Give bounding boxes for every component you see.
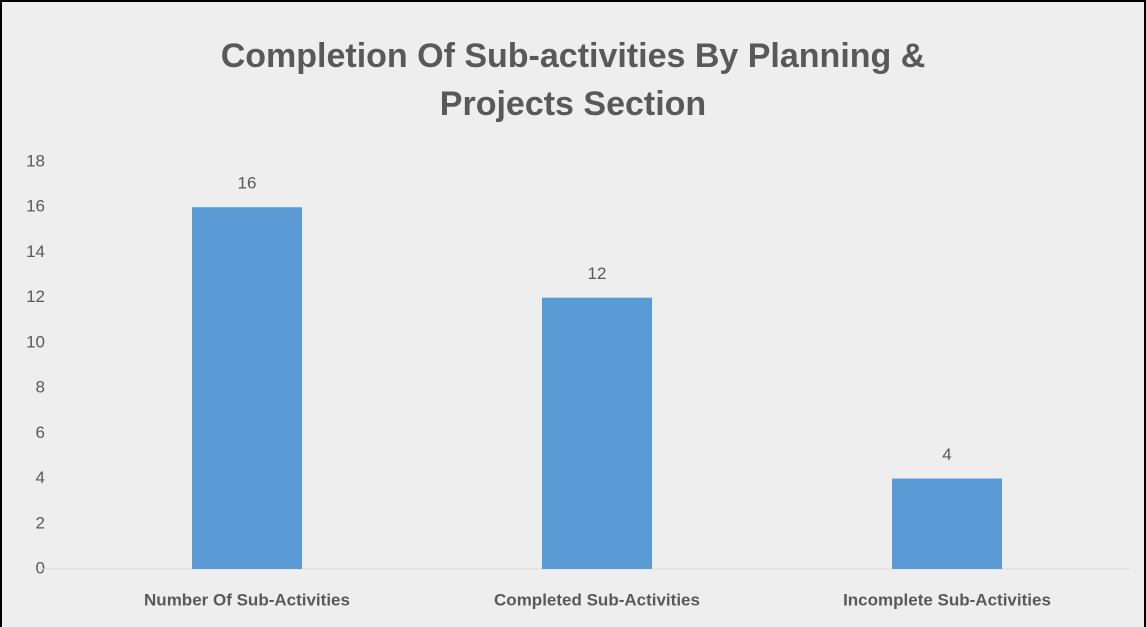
y-tick-label: 2 <box>36 513 45 532</box>
y-tick-label: 16 <box>26 197 45 216</box>
y-tick-label: 12 <box>26 287 45 306</box>
data-label: 12 <box>588 264 607 283</box>
y-tick-label: 4 <box>36 468 45 487</box>
chart-title: Projects Section <box>440 85 706 123</box>
data-label: 4 <box>942 445 951 464</box>
chart-title: Completion Of Sub-activities By Planning… <box>221 37 926 75</box>
y-tick-label: 10 <box>26 332 45 351</box>
y-tick-label: 6 <box>36 423 45 442</box>
x-tick-label: Completed Sub-Activities <box>494 590 700 609</box>
bar <box>892 478 1002 569</box>
data-label: 16 <box>238 174 257 193</box>
x-tick-label: Number Of Sub-Activities <box>144 590 350 609</box>
x-tick-label: Incomplete Sub-Activities <box>843 590 1051 609</box>
y-tick-label: 0 <box>36 558 45 577</box>
y-tick-label: 18 <box>26 151 45 170</box>
y-tick-label: 8 <box>36 378 45 397</box>
bar <box>192 207 302 569</box>
bar <box>542 297 652 569</box>
y-tick-label: 14 <box>26 242 45 261</box>
